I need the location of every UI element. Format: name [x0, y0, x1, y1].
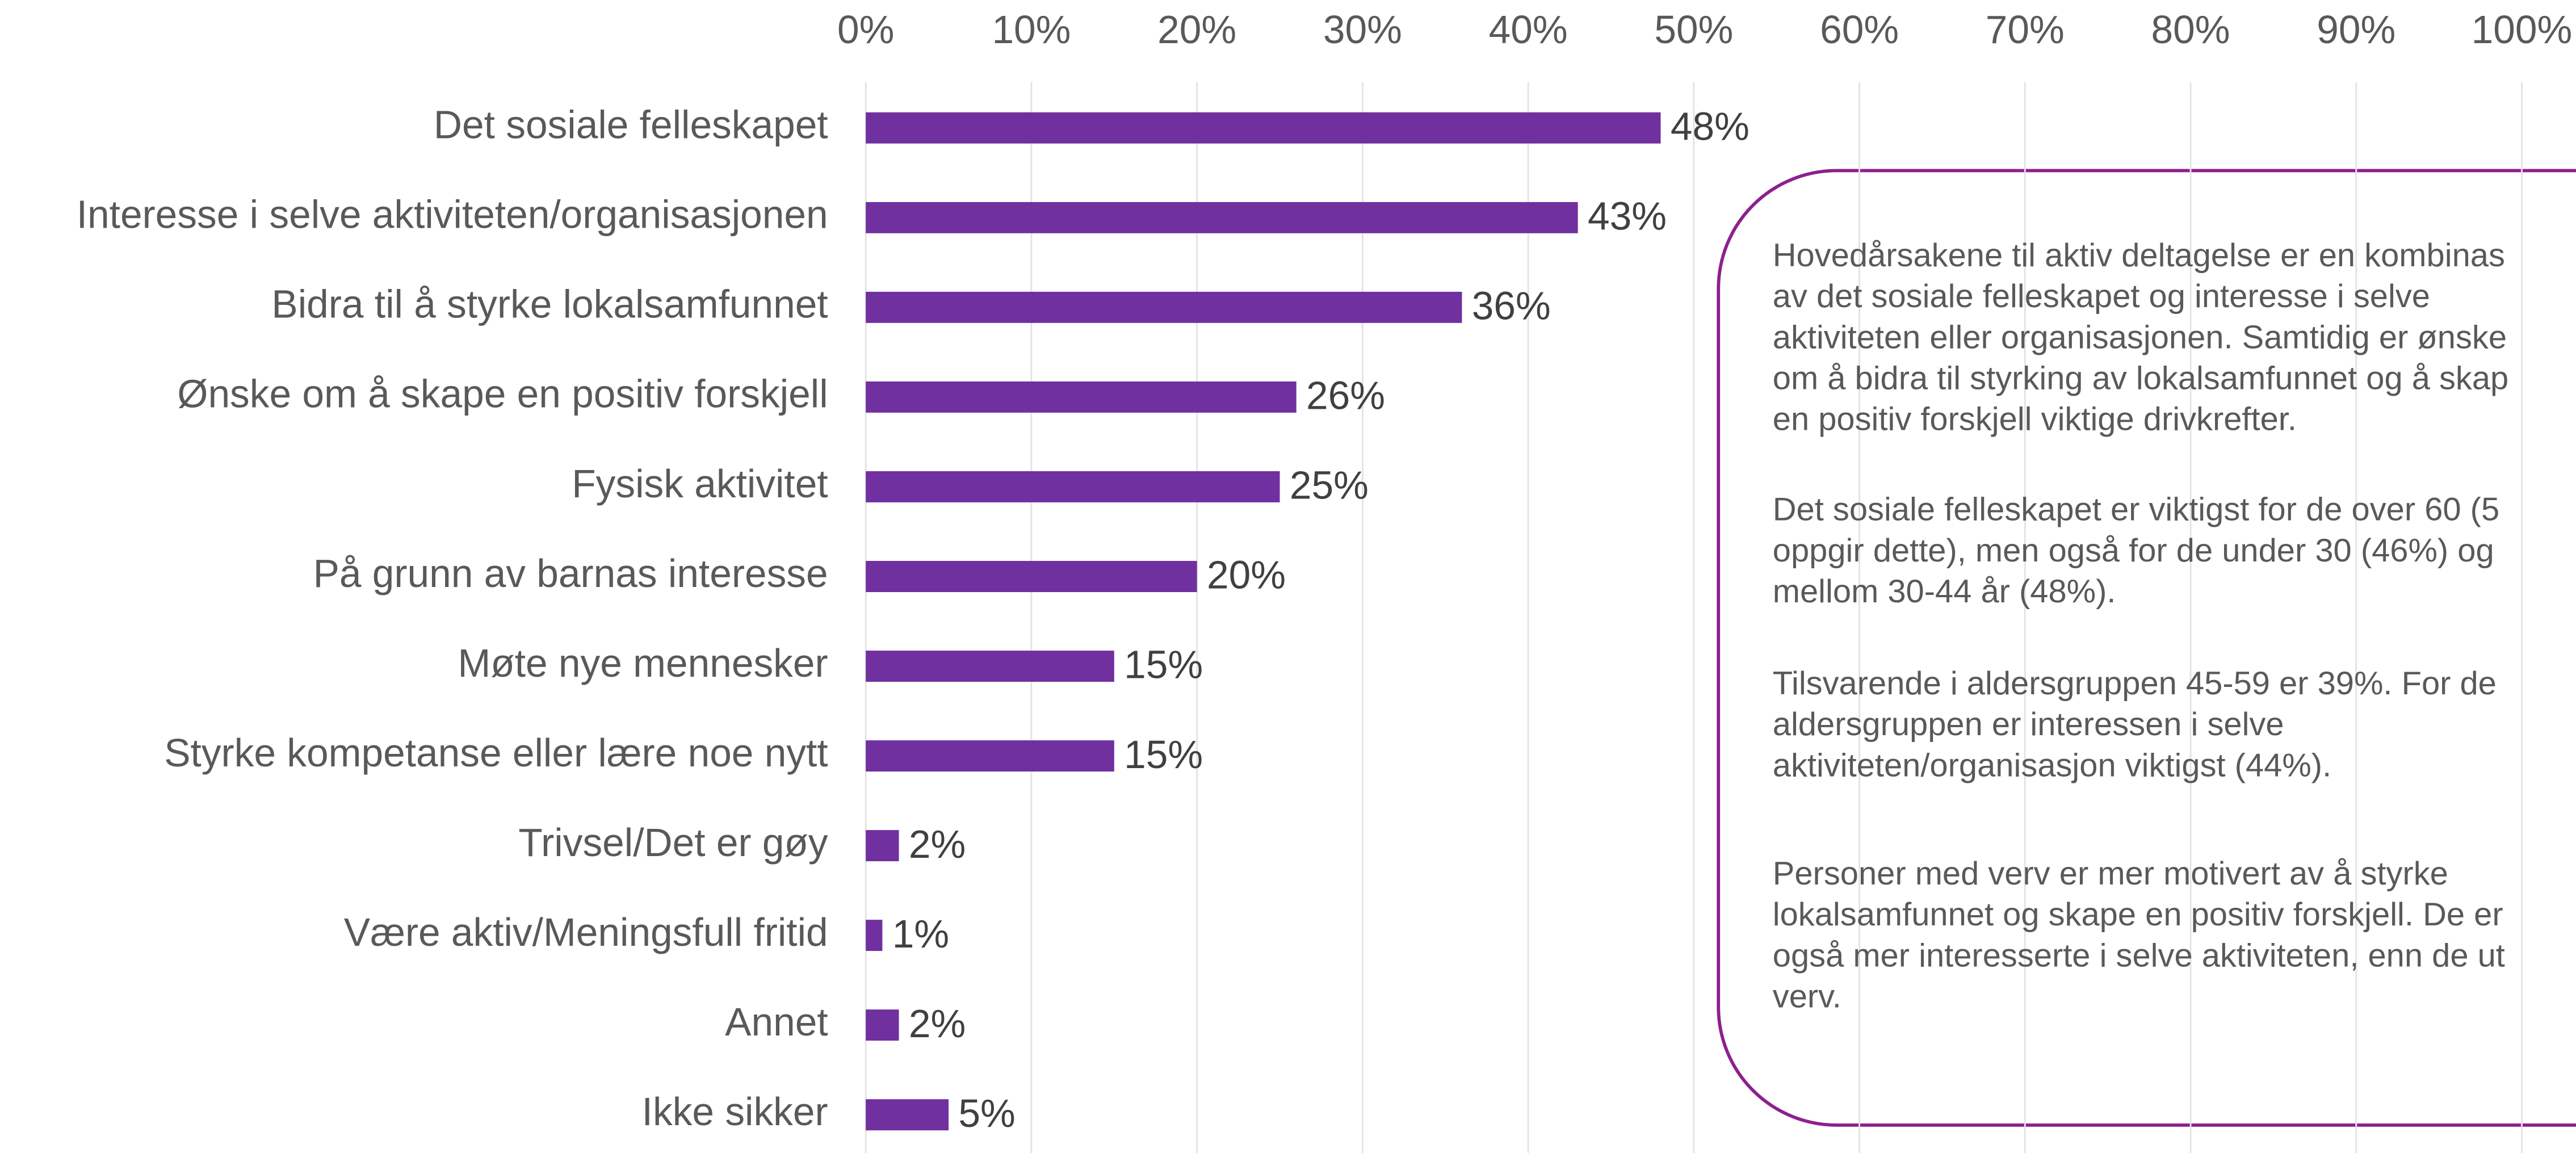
- x-tick-label: 60%: [1820, 7, 1899, 52]
- value-label: 36%: [1472, 284, 1551, 328]
- category-label: Interesse i selve aktiviteten/organisasj…: [77, 192, 828, 237]
- x-tick-label: 70%: [1986, 7, 2065, 52]
- bar: [866, 651, 1114, 682]
- category-label: Ønske om å skape en positiv forskjell: [177, 372, 828, 416]
- x-tick-label: 90%: [2317, 7, 2395, 52]
- annotation-line: Hovedårsakene til aktiv deltagelse er en…: [1773, 237, 2505, 274]
- bar: [866, 740, 1114, 772]
- value-label: 43%: [1588, 194, 1667, 238]
- category-label: Annet: [725, 1000, 828, 1044]
- category-label: Styrke kompetanse eller lære noe nytt: [164, 731, 828, 775]
- value-label: 25%: [1290, 463, 1369, 508]
- bar: [866, 830, 899, 862]
- category-label: Møte nye mennesker: [458, 641, 828, 685]
- value-label: 15%: [1124, 732, 1203, 777]
- annotation-line: aktiviteten/organisasjon viktigst (44%).: [1773, 747, 2331, 783]
- annotation-line: aldersgruppen er interessen i selve: [1773, 706, 2284, 743]
- category-label: Bidra til å styrke lokalsamfunnet: [271, 282, 828, 326]
- x-tick-label: 0%: [837, 7, 894, 52]
- value-label: 2%: [909, 822, 966, 866]
- x-tick-label: 100%: [2472, 7, 2573, 52]
- bar: [866, 202, 1578, 233]
- annotation-line: om å bidra til styrking av lokalsamfunne…: [1773, 360, 2508, 397]
- value-label: 5%: [958, 1091, 1015, 1135]
- bar: [866, 1009, 899, 1041]
- x-tick-label: 20%: [1157, 7, 1236, 52]
- bar: [866, 112, 1661, 144]
- annotation-line: mellom 30-44 år (48%).: [1773, 573, 2116, 610]
- category-label: Trivsel/Det er gøy: [518, 820, 828, 865]
- annotation-line: aktiviteten eller organisasjonen. Samtid…: [1773, 319, 2507, 355]
- category-label: Være aktiv/Meningsfull fritid: [344, 910, 828, 954]
- bar: [866, 291, 1462, 323]
- bar: [866, 561, 1197, 592]
- annotation-line: også mer interesserte i selve aktivitete…: [1773, 938, 2505, 974]
- annotation-line: av det sosiale felleskapet og interesse …: [1773, 278, 2430, 315]
- x-tick-label: 40%: [1489, 7, 1568, 52]
- category-label: Fysisk aktivitet: [572, 462, 828, 506]
- annotation-line: Det sosiale felleskapet er viktigst for …: [1773, 492, 2499, 528]
- bar: [866, 381, 1297, 413]
- bar: [866, 1099, 949, 1131]
- value-label: 1%: [892, 912, 949, 956]
- bar: [866, 471, 1280, 502]
- annotation-line: en positiv forskjell viktige drivkrefter…: [1773, 401, 2297, 438]
- bar: [866, 920, 883, 951]
- value-label: 15%: [1124, 643, 1203, 687]
- x-tick-label: 10%: [992, 7, 1071, 52]
- value-label: 20%: [1207, 553, 1286, 597]
- category-label: På grunn av barnas interesse: [313, 551, 828, 596]
- value-label: 26%: [1306, 374, 1385, 418]
- x-tick-label: 30%: [1323, 7, 1402, 52]
- annotation-line: lokalsamfunnet og skape en positiv forsk…: [1773, 896, 2503, 933]
- annotation-line: oppgir dette), men også for de under 30 …: [1773, 533, 2494, 569]
- category-label: Det sosiale felleskapet: [434, 103, 828, 147]
- annotation-line: Personer med verv er mer motivert av å s…: [1773, 856, 2448, 892]
- annotation-line: verv.: [1773, 979, 1841, 1015]
- annotation-line: Tilsvarende i aldersgruppen 45-59 er 39%…: [1773, 665, 2497, 702]
- category-label: Ikke sikker: [642, 1089, 828, 1134]
- x-tick-label: 50%: [1654, 7, 1733, 52]
- annotation-box: [1717, 169, 2576, 1127]
- x-tick-label: 80%: [2151, 7, 2230, 52]
- value-label: 2%: [909, 1001, 966, 1046]
- value-label: 48%: [1671, 104, 1750, 149]
